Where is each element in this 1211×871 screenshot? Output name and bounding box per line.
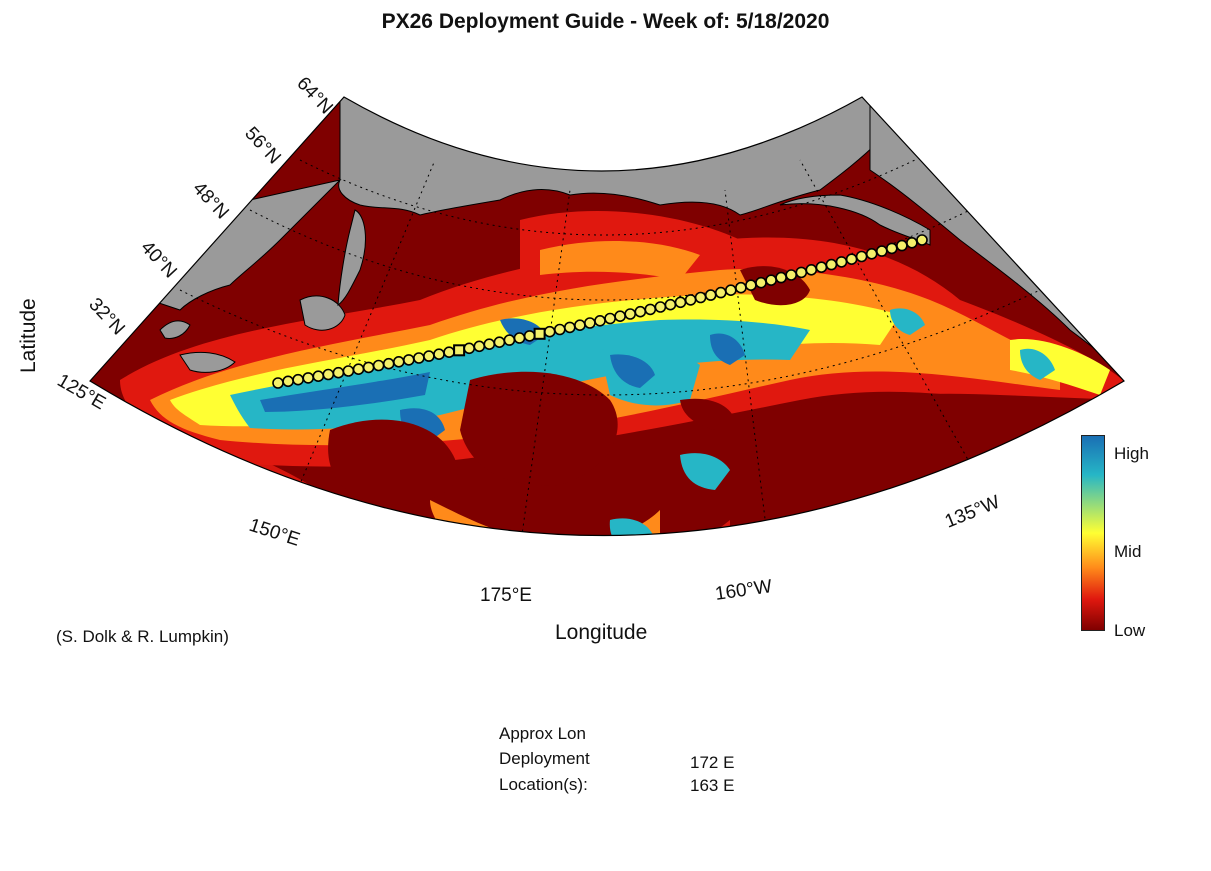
track-point: [845, 253, 858, 266]
track-point: [563, 321, 576, 334]
track-point: [916, 234, 928, 246]
track-point: [272, 377, 284, 389]
track-point: [694, 291, 707, 304]
track-point: [513, 332, 526, 344]
track-point: [493, 336, 506, 349]
track-point: [684, 294, 697, 306]
track-point: [835, 256, 848, 268]
track-point: [714, 286, 727, 299]
lat-tick-label: 40°N: [136, 237, 180, 282]
colorbar-label-high: High: [1114, 444, 1149, 463]
track-point: [755, 276, 767, 289]
colorbar-label-low: Low: [1114, 621, 1146, 640]
deployment-track: [272, 234, 928, 389]
lon-tick-label: 135°W: [942, 492, 1003, 533]
track-point: [413, 352, 425, 364]
deploy-location-2: 163 E: [690, 776, 735, 795]
track-point: [674, 296, 687, 309]
track-point: [473, 340, 486, 353]
lat-tick-label: 64°N: [292, 73, 336, 118]
track-point: [423, 350, 435, 362]
track-point: [724, 284, 737, 297]
track-point: [392, 355, 405, 368]
credit-text: (S. Dolk & R. Lumpkin): [56, 627, 229, 646]
track-point: [282, 375, 294, 388]
colorbar: [1081, 435, 1105, 631]
field-peak: [260, 318, 745, 445]
deploy-location-1: 172 E: [690, 753, 735, 772]
track-point: [543, 325, 556, 338]
graticule: [179, 159, 1041, 536]
track-point: [644, 303, 657, 316]
track-point: [302, 372, 315, 384]
track-point: [342, 365, 355, 377]
track-point: [704, 289, 717, 301]
track-point: [785, 269, 798, 281]
track-point: [896, 239, 908, 252]
track-point: [332, 366, 345, 379]
track-point: [362, 361, 375, 374]
track-point: [906, 237, 918, 249]
track-point: [463, 342, 476, 355]
lon-tick-label: 160°W: [714, 576, 774, 605]
deploy-label: Deployment: [499, 749, 590, 768]
track-point: [483, 338, 496, 351]
lat-tick-label: 48°N: [188, 178, 232, 223]
track-point: [885, 242, 898, 255]
track-point: [402, 354, 415, 366]
track-point: [604, 312, 616, 325]
track-point: [503, 334, 516, 346]
track-point: [664, 298, 677, 311]
track-point: [775, 271, 787, 284]
lon-tick-label: 175°E: [480, 585, 532, 606]
track-point: [352, 363, 365, 376]
track-point: [765, 274, 777, 287]
track-point: [322, 368, 335, 381]
track-point: [372, 359, 385, 372]
map-frame: [89, 96, 1125, 537]
colorbar-label-mid: Mid: [1114, 542, 1142, 561]
track-point: [855, 250, 868, 263]
track-point: [614, 310, 626, 323]
track-point: [825, 258, 838, 271]
deployment-marker: [533, 327, 546, 340]
track-point: [443, 346, 455, 359]
track-point: [805, 263, 818, 276]
track-point: [745, 279, 757, 292]
track-point: [553, 323, 566, 336]
track-point: [815, 261, 828, 274]
track-point: [634, 305, 647, 318]
lat-tick-label: 56°N: [240, 123, 284, 168]
deploy-label-locations: Location(s):: [499, 775, 588, 794]
track-point: [735, 281, 747, 294]
track-point: [292, 373, 304, 386]
lat-tick-label: 32°N: [84, 294, 128, 339]
y-axis-label: Latitude: [17, 298, 40, 373]
track-point: [574, 319, 586, 332]
track-point: [382, 357, 395, 370]
track-point: [654, 301, 667, 313]
track-point: [584, 317, 596, 329]
track-point: [865, 248, 878, 260]
lon-tick-label: 150°E: [246, 515, 302, 551]
track-point: [875, 245, 888, 257]
page-title: PX26 Deployment Guide - Week of: 5/18/20…: [381, 10, 830, 33]
deployment-marker: [453, 344, 466, 357]
track-point: [312, 370, 325, 383]
x-axis-label: Longitude: [555, 621, 648, 644]
track-point: [523, 330, 536, 342]
track-point: [624, 308, 637, 320]
track-point: [795, 266, 808, 279]
deploy-heading: Approx Lon: [499, 724, 586, 743]
track-point: [594, 314, 606, 327]
track-point: [433, 348, 445, 361]
